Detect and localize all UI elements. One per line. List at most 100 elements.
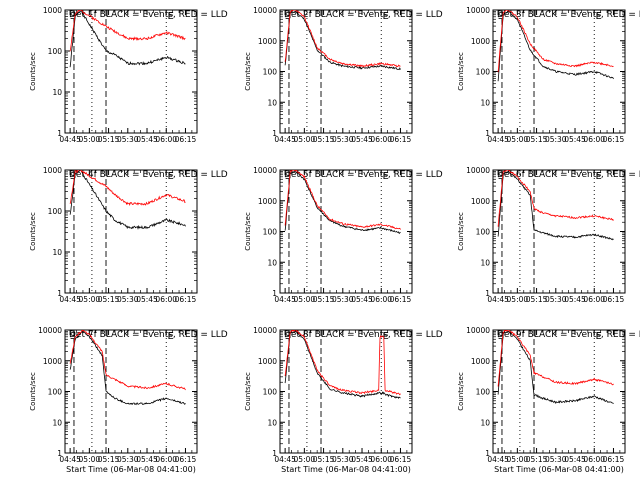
- events-series-line: [284, 170, 401, 235]
- start-marker: S: [70, 331, 76, 342]
- x-tick-label: 06:00: [155, 295, 177, 304]
- y-axis-label: Counts/sec: [29, 372, 37, 411]
- y-tick-label: 10000: [253, 6, 277, 15]
- x-tick-label: 05:00: [294, 455, 316, 464]
- x-tick-label: 06:15: [390, 455, 412, 464]
- x-tick-label: 06:15: [603, 295, 625, 304]
- y-tick-label: 10: [480, 98, 490, 107]
- detector-panel: Det 6f BLACK = Events, RED = LLD 1 10 100 10…: [457, 166, 640, 304]
- x-tick-label: 05:00: [507, 295, 529, 304]
- x-tick-label: 05:00: [79, 455, 101, 464]
- y-tick-label: 1: [57, 129, 62, 138]
- start-marker: S: [498, 171, 504, 182]
- start-marker: S: [285, 171, 291, 182]
- events-series-line: [284, 10, 401, 71]
- x-axis-label: Start Time (06-Mar-08 04:41:00): [281, 465, 411, 474]
- x-tick-label: 06:00: [583, 295, 605, 304]
- y-tick-label: 1: [485, 289, 490, 298]
- x-tick-label: 05:15: [526, 135, 548, 144]
- end-marker: E: [168, 11, 174, 22]
- x-tick-label: 05:15: [98, 295, 120, 304]
- lld-series-line: [69, 330, 186, 391]
- x-tick-label: 05:45: [564, 295, 586, 304]
- x-tick-label: 05:45: [351, 455, 373, 464]
- y-tick-label: 10: [52, 418, 62, 427]
- y-tick-label: 1: [272, 449, 277, 458]
- y-axis-label: Counts/sec: [29, 52, 37, 91]
- x-tick-label: 05:45: [136, 455, 158, 464]
- y-tick-label: 100: [48, 388, 63, 397]
- y-axis-label: Counts/sec: [244, 52, 252, 91]
- y-tick-label: 1000: [258, 357, 277, 366]
- start-marker: S: [70, 11, 76, 22]
- events-series-line: [69, 10, 186, 68]
- x-tick-label: 05:45: [564, 135, 586, 144]
- y-tick-label: 1: [57, 289, 62, 298]
- x-tick-label: 06:15: [390, 295, 412, 304]
- x-tick-label: 04:45: [59, 455, 81, 464]
- x-tick-label: 06:00: [583, 135, 605, 144]
- x-tick-label: 05:30: [117, 135, 139, 144]
- end-marker: E: [383, 11, 389, 22]
- y-tick-label: 10000: [38, 326, 62, 335]
- lld-series-line: [69, 10, 186, 52]
- x-tick-label: 04:45: [274, 455, 296, 464]
- x-tick-label: 04:45: [274, 295, 296, 304]
- x-tick-label: 04:45: [487, 295, 509, 304]
- plot-frame: [64, 169, 198, 294]
- detector-panel: Det 1f BLACK = Events, RED = LLD 1 10 100 10…: [29, 6, 228, 144]
- y-tick-label: 1: [485, 449, 490, 458]
- y-axis-label: Counts/sec: [457, 372, 465, 411]
- start-marker: S: [70, 171, 76, 182]
- x-tick-label: 06:15: [390, 135, 412, 144]
- detector-panel: Det 5f BLACK = Events, RED = LLD 1 10 100 10…: [244, 166, 443, 304]
- plot-frame: [64, 329, 198, 454]
- panel-title: Det 9f BLACK = Events, RED = LLD: [497, 330, 640, 340]
- x-tick-label: 04:45: [487, 455, 509, 464]
- y-tick-label: 10: [267, 258, 277, 267]
- x-axis-label: Start Time (06-Mar-08 04:41:00): [494, 465, 624, 474]
- start-marker: S: [285, 11, 291, 22]
- x-tick-label: 04:45: [487, 135, 509, 144]
- panel-title: Det 5f BLACK = Events, RED = LLD: [284, 170, 443, 180]
- x-tick-label: 05:45: [136, 295, 158, 304]
- x-tick-label: 05:15: [526, 295, 548, 304]
- x-tick-label: 05:30: [545, 455, 567, 464]
- x-tick-label: 06:00: [583, 455, 605, 464]
- y-axis-label: Counts/sec: [457, 212, 465, 251]
- y-tick-label: 10: [52, 248, 62, 257]
- detector-panel: Det 2f BLACK = Events, RED = LLD 1 10 100 10…: [244, 6, 443, 144]
- detector-panel: Det 4f BLACK = Events, RED = LLD 1 10 100 10…: [29, 166, 228, 304]
- x-tick-label: 05:00: [294, 135, 316, 144]
- y-axis-label: Counts/sec: [244, 372, 252, 411]
- y-axis-label: Counts/sec: [29, 212, 37, 251]
- x-tick-label: 05:30: [332, 135, 354, 144]
- y-tick-label: 1: [272, 289, 277, 298]
- detector-panel: Det 8f BLACK = Events, RED = LLD 1 10 100 10…: [244, 326, 443, 474]
- x-tick-label: 05:45: [564, 455, 586, 464]
- x-tick-label: 05:30: [332, 455, 354, 464]
- y-tick-label: 10000: [253, 166, 277, 175]
- x-tick-label: 05:00: [79, 135, 101, 144]
- y-tick-label: 100: [476, 228, 491, 237]
- x-tick-label: 05:15: [526, 455, 548, 464]
- end-marker: E: [596, 171, 602, 182]
- x-tick-label: 06:00: [370, 135, 392, 144]
- y-tick-label: 10: [267, 418, 277, 427]
- lld-series-line: [497, 330, 614, 387]
- detector-panel: Det 7f BLACK = Events, RED = LLD 1 10 100 10…: [29, 326, 228, 474]
- x-tick-label: 06:15: [175, 135, 197, 144]
- plot-frame: [492, 169, 626, 294]
- plot-frame: [64, 9, 198, 134]
- x-tick-label: 04:45: [59, 135, 81, 144]
- lld-series-line: [497, 10, 614, 73]
- y-tick-label: 10: [480, 258, 490, 267]
- lld-series-line: [284, 170, 401, 230]
- plot-frame: [492, 329, 626, 454]
- x-tick-label: 05:30: [545, 135, 567, 144]
- y-tick-label: 100: [263, 68, 278, 77]
- end-marker: E: [596, 11, 602, 22]
- y-tick-label: 100: [476, 388, 491, 397]
- lld-series-line: [284, 10, 401, 68]
- y-tick-label: 10000: [253, 326, 277, 335]
